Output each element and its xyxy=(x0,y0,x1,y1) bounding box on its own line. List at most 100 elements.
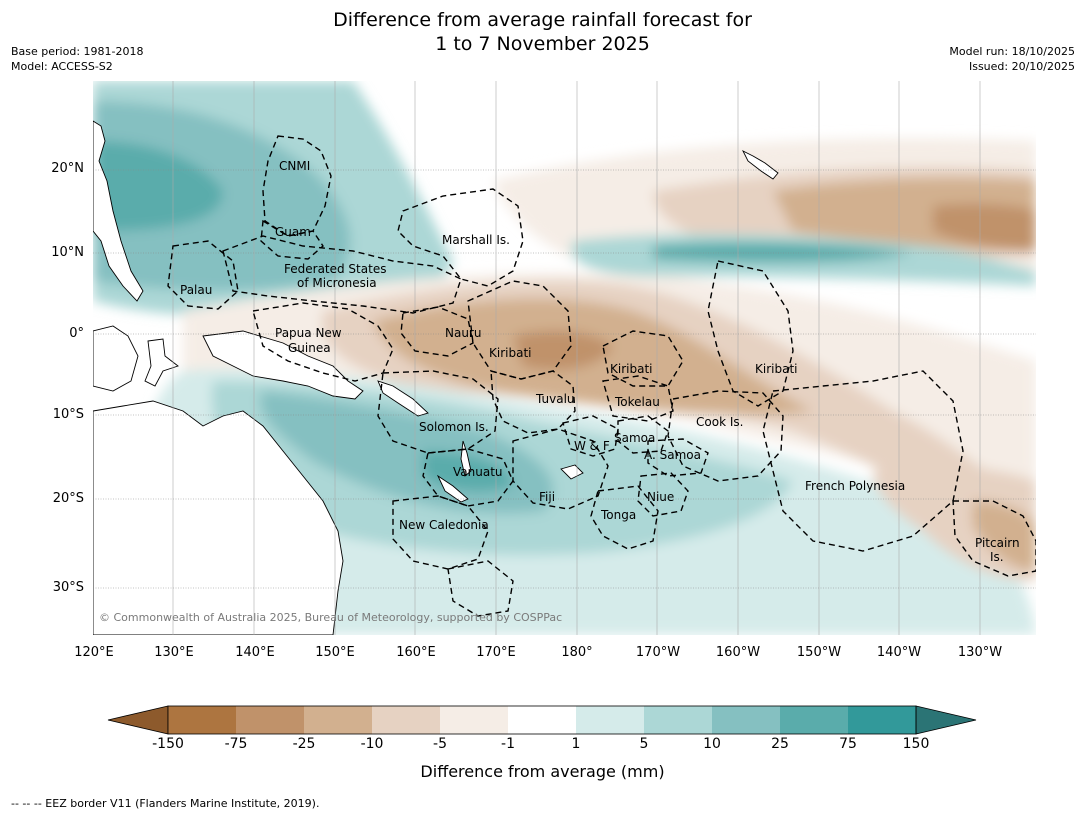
land-masses xyxy=(93,120,779,635)
label-french-polynesia: French Polynesia xyxy=(805,479,905,493)
cb-tick-minus-5: -5 xyxy=(433,736,447,752)
cb-tick-75: 75 xyxy=(839,736,857,752)
label-nauru: Nauru xyxy=(445,326,481,340)
colorbar-bin-10 xyxy=(780,706,848,734)
label-tonga: Tonga xyxy=(600,508,636,522)
wet-field-itcz-core xyxy=(653,242,913,263)
colorbar xyxy=(107,705,977,735)
label-fiji: Fiji xyxy=(539,490,555,504)
label-guam: Guam xyxy=(275,225,311,239)
eez-nauru xyxy=(400,306,474,357)
lat-tick-10n: 10°N xyxy=(51,245,84,260)
lon-tick-160e: 160°E xyxy=(396,645,436,660)
lon-tick-140w: 140°W xyxy=(876,645,922,660)
dry-field-equatorial-core xyxy=(513,330,613,370)
label-tuvalu: Tuvalu xyxy=(535,392,575,406)
lon-tick-170e: 170°E xyxy=(476,645,516,660)
eez-cook-islands xyxy=(667,390,784,482)
eez-niue xyxy=(637,472,689,517)
lon-tick-150w: 150°W xyxy=(796,645,842,660)
label-kiribati-east: Kiribati xyxy=(755,362,797,376)
label-niue: Niue xyxy=(647,490,674,504)
eez-palau xyxy=(167,240,239,310)
label-solomon-islands: Solomon Is. xyxy=(419,420,489,434)
philippines-outline xyxy=(93,120,144,302)
eez-pitcairn xyxy=(952,500,1036,577)
colorbar-bin-6 xyxy=(508,706,576,734)
lat-tick-10s: 10°S xyxy=(52,407,84,422)
label-png-line-2: Guinea xyxy=(288,341,331,355)
label-fsm-line-2: of Micronesia xyxy=(297,276,377,290)
colorbar-bin-8 xyxy=(644,706,712,734)
eez-tokelau xyxy=(602,375,674,422)
wet-field-west-core xyxy=(93,141,223,231)
new-caledonia-outline xyxy=(436,474,469,503)
copyright-notice: © Commonwealth of Australia 2025, Bureau… xyxy=(99,611,562,624)
rainfall-anomaly-fields xyxy=(93,81,1036,635)
model-run: Model run: 18/10/2025 xyxy=(949,45,1075,58)
title-line-1: Difference from average rainfall forecas… xyxy=(333,9,752,31)
label-pitcairn-line-2: Is. xyxy=(990,550,1004,564)
label-american-samoa: A. Samoa xyxy=(644,448,701,462)
label-kiribati-west: Kiribati xyxy=(489,346,531,360)
meta-left: Base period: 1981-2018 Model: ACCESS-S2 xyxy=(11,44,143,74)
label-pitcairn-line-1: Pitcairn xyxy=(975,536,1020,550)
lon-tick-130e: 130°E xyxy=(154,645,194,660)
dry-field-northeast-core xyxy=(933,203,1036,251)
lon-tick-130w: 130°W xyxy=(957,645,1003,660)
cb-tick-25: 25 xyxy=(771,736,789,752)
label-png-line-1: Papua New xyxy=(275,326,342,340)
lat-tick-20n: 20°N xyxy=(51,161,84,176)
label-kiribati-central: Kiribati xyxy=(610,362,652,376)
issued-date: Issued: 20/10/2025 xyxy=(968,60,1075,73)
colorbar-bin-2 xyxy=(236,706,304,734)
lon-tick-180: 180° xyxy=(561,645,593,660)
title-line-2: 1 to 7 November 2025 xyxy=(435,33,650,55)
base-period: Base period: 1981-2018 xyxy=(11,45,144,58)
sulawesi-outline xyxy=(144,338,179,387)
label-cnmi: CNMI xyxy=(279,159,310,173)
graticule xyxy=(93,169,1036,589)
colorbar-bin-11 xyxy=(848,706,916,734)
eez-kiribati-phoenix xyxy=(602,330,684,387)
label-cook-islands: Cook Is. xyxy=(696,415,743,429)
colorbar-bin-5 xyxy=(440,706,508,734)
eez-kiribati-gilbert xyxy=(467,280,572,380)
colorbar-bin-7 xyxy=(576,706,644,734)
eez-marshall xyxy=(397,188,524,287)
lon-tick-170w: 170°W xyxy=(635,645,681,660)
label-vanuatu: Vanuatu xyxy=(453,465,503,479)
colorbar-bin-9 xyxy=(712,706,780,734)
map-title: Difference from average rainfall forecas… xyxy=(0,8,1085,56)
region-labels: CNMI Guam Marshall Is. Federated States … xyxy=(180,159,1020,564)
lon-tick-120e: 120°E xyxy=(74,645,114,660)
lat-tick-30s: 30°S xyxy=(52,580,84,595)
eez-borders xyxy=(167,135,1036,617)
hawaii-outline xyxy=(741,149,779,180)
eez-fsm xyxy=(222,235,462,314)
model-name: Model: ACCESS-S2 xyxy=(11,60,113,73)
cb-tick-minus-10: -10 xyxy=(360,736,384,752)
colorbar-under-triangle xyxy=(107,705,169,735)
eez-samoa xyxy=(617,415,669,454)
lat-tick-equator: 0° xyxy=(69,326,84,341)
fiji-outline xyxy=(560,464,584,480)
lon-tick-140e: 140°E xyxy=(235,645,275,660)
colorbar-frame xyxy=(167,705,917,735)
colorbar-bin-1 xyxy=(168,706,236,734)
label-palau: Palau xyxy=(180,283,212,297)
cb-tick-10: 10 xyxy=(703,736,721,752)
cb-tick-minus-25: -25 xyxy=(292,736,316,752)
eez-guam xyxy=(260,219,324,260)
lat-tick-20s: 20°S xyxy=(52,491,84,506)
colorbar-bin-3 xyxy=(304,706,372,734)
cb-tick-5: 5 xyxy=(639,736,649,752)
eez-footnote: -- -- -- EEZ border V11 (Flanders Marine… xyxy=(11,797,320,810)
eez-solomon xyxy=(377,370,499,454)
meridians xyxy=(172,81,981,635)
eez-new-zealand-north xyxy=(447,560,514,617)
cb-tick-minus-1: -1 xyxy=(501,736,515,752)
eez-french-polynesia xyxy=(762,370,964,552)
lon-tick-160w: 160°W xyxy=(715,645,761,660)
label-wallis-futuna: W & F xyxy=(574,439,610,453)
